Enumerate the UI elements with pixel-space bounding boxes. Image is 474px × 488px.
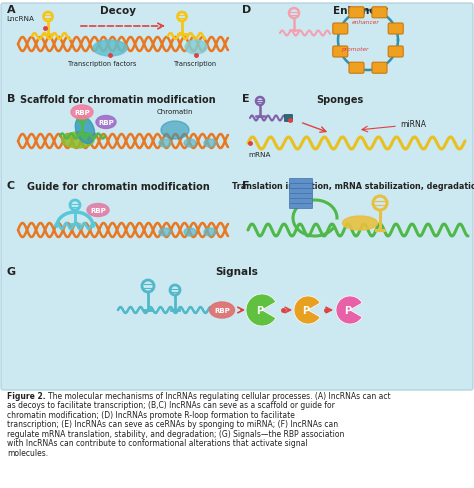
Text: Sponges: Sponges — [316, 95, 364, 105]
FancyBboxPatch shape — [333, 24, 348, 35]
Wedge shape — [246, 294, 276, 326]
FancyBboxPatch shape — [1, 4, 473, 390]
Text: Translation inhibition, mRNA stabilization, degradation: Translation inhibition, mRNA stabilizati… — [232, 182, 474, 191]
Ellipse shape — [71, 106, 93, 120]
Ellipse shape — [161, 122, 189, 140]
FancyBboxPatch shape — [388, 47, 403, 58]
Wedge shape — [294, 296, 320, 325]
Text: B: B — [7, 94, 15, 104]
Text: miRNA: miRNA — [400, 120, 426, 129]
Text: C: C — [7, 181, 15, 191]
Text: Chromatin: Chromatin — [157, 109, 193, 115]
Text: Scaffold for chromatin modification: Scaffold for chromatin modification — [20, 95, 216, 105]
FancyBboxPatch shape — [349, 8, 364, 19]
Ellipse shape — [75, 117, 95, 144]
Ellipse shape — [159, 140, 171, 148]
Text: regulate mRNA translation, stability, and degradation; (G) Signals—the RBP assoc: regulate mRNA translation, stability, an… — [7, 429, 345, 438]
Ellipse shape — [62, 133, 94, 149]
Text: G: G — [7, 266, 16, 276]
Text: transcription; (E) lncRNAs can seve as ceRNAs by sponging to miRNA; (F) lncRNAs : transcription; (E) lncRNAs can seve as c… — [7, 420, 338, 428]
Text: as decoys to facilitate transcription; (B,C) lncRNAs can seve as a scaffold or g: as decoys to facilitate transcription; (… — [7, 401, 335, 409]
Text: A: A — [7, 5, 16, 15]
FancyBboxPatch shape — [284, 115, 292, 122]
Text: promoter: promoter — [341, 47, 369, 52]
Ellipse shape — [185, 41, 207, 55]
FancyBboxPatch shape — [333, 47, 348, 58]
Ellipse shape — [184, 140, 196, 148]
FancyBboxPatch shape — [372, 8, 387, 19]
FancyBboxPatch shape — [372, 63, 387, 74]
FancyBboxPatch shape — [290, 194, 312, 199]
Text: Decoy: Decoy — [100, 6, 136, 16]
Ellipse shape — [204, 140, 216, 148]
Text: chromatin modification; (D) lncRNAs promote R-loop formation to facilitate: chromatin modification; (D) lncRNAs prom… — [7, 410, 295, 419]
Ellipse shape — [93, 41, 127, 57]
Text: The molecular mechanisms of lncRNAs regulating cellular processes. (A) lncRNAs c: The molecular mechanisms of lncRNAs regu… — [48, 391, 391, 400]
Ellipse shape — [204, 228, 216, 237]
FancyBboxPatch shape — [290, 184, 312, 189]
FancyBboxPatch shape — [349, 63, 364, 74]
Ellipse shape — [87, 204, 109, 217]
Ellipse shape — [96, 116, 116, 129]
FancyBboxPatch shape — [290, 199, 312, 204]
Text: RBP: RBP — [74, 110, 90, 116]
Text: E: E — [242, 94, 250, 104]
Ellipse shape — [159, 228, 171, 237]
Text: Figure 2.: Figure 2. — [7, 391, 46, 400]
Ellipse shape — [184, 228, 196, 237]
Text: Transcription factors: Transcription factors — [68, 61, 136, 67]
Text: RBP: RBP — [214, 307, 230, 313]
Text: Signals: Signals — [216, 266, 258, 276]
Ellipse shape — [210, 303, 235, 318]
Wedge shape — [336, 296, 362, 325]
Ellipse shape — [343, 217, 377, 230]
Text: LncRNA: LncRNA — [6, 16, 34, 22]
Text: P: P — [345, 305, 352, 315]
Bar — [0, 388, 474, 488]
Text: enhancer: enhancer — [352, 20, 380, 25]
FancyBboxPatch shape — [290, 204, 312, 209]
FancyBboxPatch shape — [290, 179, 312, 184]
Text: molecules.: molecules. — [7, 448, 48, 457]
Text: Enhancer: Enhancer — [333, 6, 387, 16]
Text: P: P — [302, 305, 310, 315]
Text: Guide for chromatin modification: Guide for chromatin modification — [27, 182, 210, 192]
Text: F: F — [242, 181, 249, 191]
Text: with lncRNAs can contribute to conformational alterations that activate signal: with lncRNAs can contribute to conformat… — [7, 439, 308, 447]
FancyBboxPatch shape — [290, 189, 312, 194]
Text: RBP: RBP — [98, 120, 114, 126]
Text: Transcription: Transcription — [174, 61, 218, 67]
Text: mRNA: mRNA — [248, 152, 271, 158]
Text: D: D — [242, 5, 251, 15]
FancyBboxPatch shape — [388, 24, 403, 35]
Text: RBP: RBP — [90, 207, 106, 214]
Text: P: P — [256, 305, 264, 315]
